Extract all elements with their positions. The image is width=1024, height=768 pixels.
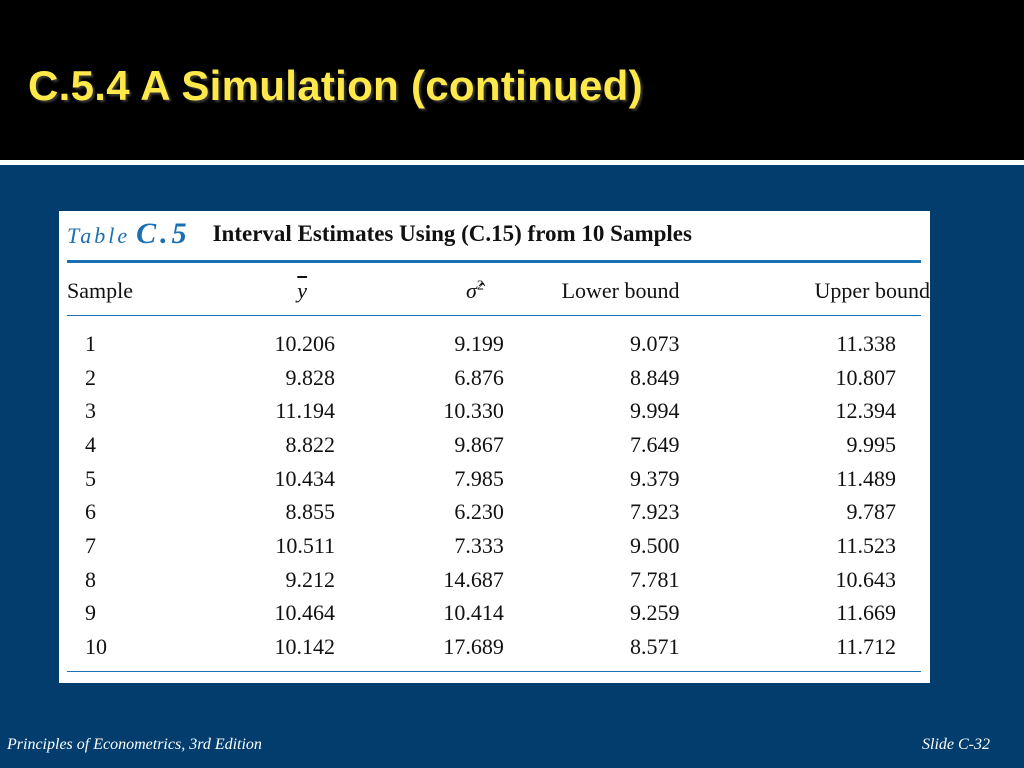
footer-slide-number: Slide C-32 bbox=[922, 736, 990, 753]
table-row: 1 10.206 9.199 9.073 11.338 bbox=[67, 313, 930, 361]
cell-sigma-hat-squared: 10.330 bbox=[443, 398, 504, 424]
cell-lower-bound: 9.994 bbox=[630, 398, 680, 424]
interval-estimates-table: Sample y σ̂2 Lower bound Upper bound 1 10… bbox=[67, 269, 930, 664]
table-bottom-rule bbox=[67, 671, 921, 672]
header-rule bbox=[67, 315, 921, 316]
cell-lower-bound: 8.571 bbox=[630, 634, 680, 660]
table-row: 3 11.194 10.330 9.994 12.394 bbox=[67, 394, 930, 428]
cell-sample: 7 bbox=[85, 532, 96, 558]
cell-sigma-hat-squared: 10.414 bbox=[443, 600, 504, 626]
cell-sample: 9 bbox=[85, 600, 96, 626]
cell-upper-bound: 11.489 bbox=[836, 465, 896, 491]
cell-lower-bound: 7.649 bbox=[630, 431, 680, 457]
title-divider bbox=[0, 160, 1024, 165]
cell-ybar: 10.434 bbox=[274, 465, 336, 491]
cell-lower-bound: 7.781 bbox=[630, 566, 680, 592]
cell-upper-bound: 11.338 bbox=[836, 330, 896, 356]
cell-sigma-hat-squared: 6.876 bbox=[454, 364, 504, 390]
cell-sample: 6 bbox=[85, 499, 96, 525]
cell-upper-bound: 12.394 bbox=[835, 398, 897, 424]
table-row: 8 9.212 14.687 7.781 10.643 bbox=[67, 563, 930, 597]
table-header-row: Sample y σ̂2 Lower bound Upper bound bbox=[67, 269, 930, 313]
header-upper-bound: Upper bound bbox=[814, 278, 930, 303]
title-bar: C.5.4 A Simulation (continued) bbox=[0, 0, 1024, 160]
cell-lower-bound: 9.500 bbox=[630, 532, 680, 558]
cell-sample: 4 bbox=[85, 431, 96, 457]
table-image: Table C.5 Interval Estimates Using (C.15) … bbox=[59, 211, 930, 683]
cell-lower-bound: 9.259 bbox=[630, 600, 680, 626]
cell-lower-bound: 7.923 bbox=[630, 499, 680, 525]
cell-lower-bound: 9.379 bbox=[630, 465, 680, 491]
caption-title: Interval Estimates Using (C.15) from 10 … bbox=[212, 221, 692, 246]
cell-sigma-hat-squared: 14.687 bbox=[443, 566, 504, 592]
cell-ybar: 10.464 bbox=[274, 600, 336, 626]
cell-ybar: 8.855 bbox=[285, 499, 336, 525]
cell-sample: 2 bbox=[85, 364, 96, 390]
cell-upper-bound: 11.712 bbox=[836, 634, 896, 660]
table-row: 2 9.828 6.876 8.849 10.807 bbox=[67, 361, 930, 395]
cell-ybar: 9.828 bbox=[285, 364, 336, 390]
table-row: 7 10.511 7.333 9.500 11.523 bbox=[67, 529, 930, 563]
header-ybar: y bbox=[297, 278, 308, 303]
cell-sigma-hat-squared: 7.333 bbox=[454, 532, 504, 558]
cell-ybar: 10.511 bbox=[275, 532, 336, 558]
cell-sigma-hat-squared: 9.867 bbox=[454, 431, 504, 457]
caption-rule bbox=[67, 260, 921, 263]
cell-lower-bound: 8.849 bbox=[630, 364, 680, 390]
cell-ybar: 10.142 bbox=[274, 634, 336, 660]
slide-title: C.5.4 A Simulation (continued) bbox=[28, 62, 643, 109]
cell-sample: 3 bbox=[85, 398, 96, 424]
footer-book-title: Principles of Econometrics, 3rd Edition bbox=[7, 736, 262, 753]
cell-ybar: 8.822 bbox=[285, 431, 336, 457]
table-caption: Table C.5 Interval Estimates Using (C.15) … bbox=[67, 217, 692, 251]
table-row: 9 10.464 10.414 9.259 11.669 bbox=[67, 597, 930, 631]
header-sigma-hat-squared: σ̂2 bbox=[465, 278, 484, 303]
cell-sample: 8 bbox=[85, 566, 96, 592]
cell-sample: 1 bbox=[85, 330, 96, 356]
table-body: 1 10.206 9.199 9.073 11.338 2 9.828 6.876 8.849 1… bbox=[67, 313, 930, 664]
cell-sigma-hat-squared: 7.985 bbox=[454, 465, 504, 491]
table-row: 10 10.142 17.689 8.571 11.712 bbox=[67, 630, 930, 664]
cell-sample: 10 bbox=[85, 634, 107, 660]
cell-sigma-hat-squared: 9.199 bbox=[454, 330, 504, 356]
table-row: 6 8.855 6.230 7.923 9.787 bbox=[67, 495, 930, 529]
cell-ybar: 10.206 bbox=[274, 330, 336, 356]
caption-table-number: C.5 bbox=[136, 217, 191, 250]
cell-ybar: 11.194 bbox=[275, 398, 336, 424]
caption-table-word: Table bbox=[67, 223, 131, 248]
cell-lower-bound: 9.073 bbox=[630, 330, 680, 356]
cell-sample: 5 bbox=[85, 465, 96, 491]
cell-ybar: 9.212 bbox=[285, 566, 336, 592]
header-lower-bound: Lower bound bbox=[561, 278, 680, 303]
cell-upper-bound: 9.995 bbox=[846, 431, 897, 457]
cell-sigma-hat-squared: 6.230 bbox=[454, 499, 504, 525]
cell-upper-bound: 10.807 bbox=[835, 364, 897, 390]
cell-upper-bound: 11.669 bbox=[836, 600, 896, 626]
cell-sigma-hat-squared: 17.689 bbox=[443, 634, 504, 660]
header-sample: Sample bbox=[67, 278, 133, 303]
cell-upper-bound: 9.787 bbox=[846, 499, 897, 525]
table-row: 4 8.822 9.867 7.649 9.995 bbox=[67, 428, 930, 462]
cell-upper-bound: 10.643 bbox=[835, 566, 897, 592]
cell-upper-bound: 11.523 bbox=[836, 532, 896, 558]
table-row: 5 10.434 7.985 9.379 11.489 bbox=[67, 462, 930, 496]
